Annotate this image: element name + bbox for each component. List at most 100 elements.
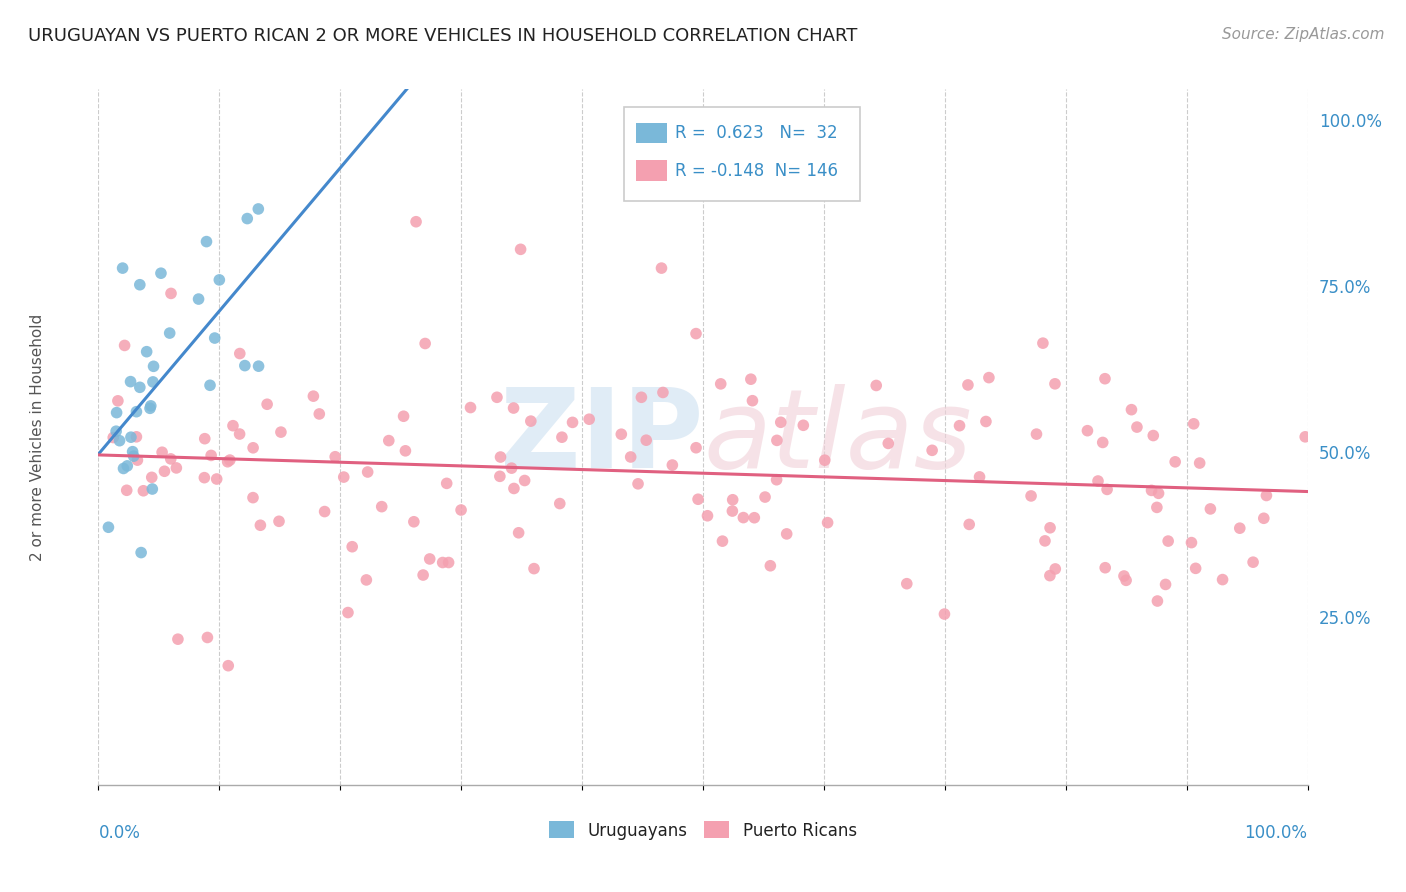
Point xyxy=(766,434,789,448)
Point xyxy=(1032,336,1054,351)
Point xyxy=(153,464,176,478)
Point xyxy=(120,375,142,389)
Point xyxy=(402,515,425,529)
Point xyxy=(437,556,460,570)
Point xyxy=(217,455,239,469)
Point xyxy=(142,375,165,389)
Point xyxy=(1164,455,1187,469)
Text: Source: ZipAtlas.com: Source: ZipAtlas.com xyxy=(1222,27,1385,42)
Text: ZIP: ZIP xyxy=(499,384,703,491)
Point xyxy=(419,552,441,566)
Point xyxy=(193,470,215,484)
Point xyxy=(1212,573,1234,587)
Point xyxy=(627,476,650,491)
Point xyxy=(548,497,571,511)
Point xyxy=(132,483,155,498)
Point xyxy=(141,482,163,496)
Point xyxy=(149,266,172,280)
Point xyxy=(1115,574,1137,588)
Point xyxy=(1253,511,1275,525)
Point xyxy=(314,505,336,519)
Point xyxy=(105,406,128,420)
Point xyxy=(956,378,979,392)
Text: 100.0%: 100.0% xyxy=(1244,824,1308,842)
Point xyxy=(249,518,271,533)
Point xyxy=(233,359,256,373)
Point xyxy=(650,261,672,276)
Point xyxy=(509,243,531,257)
Point xyxy=(159,326,181,340)
Point xyxy=(114,338,136,352)
Point xyxy=(652,385,675,400)
Point xyxy=(139,399,162,413)
Point xyxy=(267,514,290,528)
Point xyxy=(503,482,526,496)
Point xyxy=(1033,533,1056,548)
Text: 25.0%: 25.0% xyxy=(1319,610,1371,628)
Point xyxy=(370,500,392,514)
Point xyxy=(122,449,145,463)
Point xyxy=(636,433,658,447)
Point xyxy=(450,503,472,517)
Point xyxy=(814,453,837,467)
Point xyxy=(620,450,643,464)
Point xyxy=(523,561,546,575)
Point xyxy=(1019,489,1042,503)
Point xyxy=(1157,534,1180,549)
Point xyxy=(394,443,416,458)
Point xyxy=(356,573,378,587)
Point xyxy=(112,461,135,475)
Point xyxy=(302,389,325,403)
Point xyxy=(754,490,776,504)
Point xyxy=(696,508,718,523)
Point xyxy=(1094,372,1116,386)
Point xyxy=(1039,521,1062,535)
Point xyxy=(270,425,292,439)
Point xyxy=(128,380,150,394)
Point xyxy=(502,401,524,415)
Point xyxy=(1146,500,1168,515)
Point xyxy=(392,409,415,424)
Point xyxy=(508,525,530,540)
Point xyxy=(501,461,523,475)
Point xyxy=(195,235,218,249)
Point xyxy=(711,534,734,549)
Point xyxy=(741,393,763,408)
Point xyxy=(242,441,264,455)
Point xyxy=(489,469,512,483)
Point xyxy=(1045,562,1067,576)
Point xyxy=(1154,577,1177,591)
Point xyxy=(160,286,183,301)
Text: 0.0%: 0.0% xyxy=(98,824,141,842)
Point xyxy=(247,202,270,216)
Point xyxy=(896,576,918,591)
Point xyxy=(1039,568,1062,582)
Point xyxy=(108,434,131,448)
Point xyxy=(204,331,226,345)
Point xyxy=(977,370,1000,384)
Point xyxy=(187,292,209,306)
Point xyxy=(432,556,454,570)
Point xyxy=(877,436,900,450)
Text: 100.0%: 100.0% xyxy=(1319,113,1382,131)
Point xyxy=(242,491,264,505)
Point xyxy=(776,527,799,541)
Point xyxy=(159,451,181,466)
Point xyxy=(198,378,221,392)
Point xyxy=(765,473,787,487)
Point xyxy=(229,346,252,360)
Point xyxy=(139,401,162,416)
Point xyxy=(228,427,250,442)
Point xyxy=(236,211,259,226)
Point xyxy=(141,470,163,484)
Point xyxy=(1199,502,1222,516)
Point xyxy=(111,261,134,276)
Legend: Uruguayans, Puerto Ricans: Uruguayans, Puerto Ricans xyxy=(543,814,863,847)
Point xyxy=(107,393,129,408)
Text: 2 or more Vehicles in Household: 2 or more Vehicles in Household xyxy=(31,313,45,561)
Point xyxy=(1043,376,1066,391)
Point xyxy=(686,492,709,507)
Point xyxy=(957,517,980,532)
Point xyxy=(769,415,792,429)
Point xyxy=(513,474,536,488)
